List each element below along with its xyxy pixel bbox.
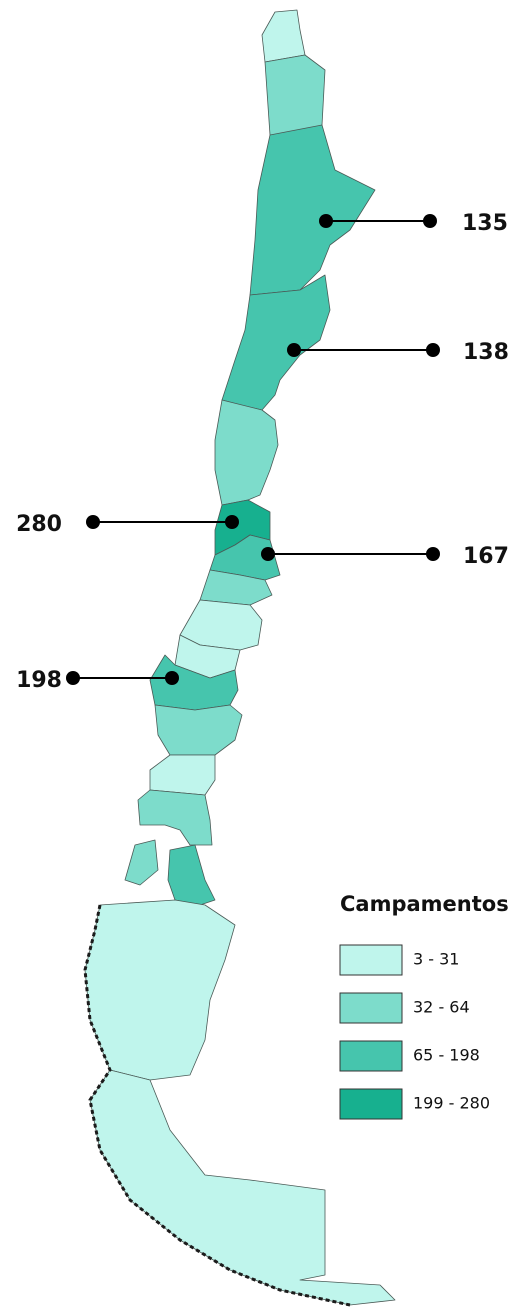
callout-dot (423, 214, 437, 228)
region (124, 839, 159, 886)
region (149, 754, 216, 796)
region (214, 399, 279, 506)
legend-label: 65 - 198 (413, 1046, 480, 1065)
callout-label: 138 (463, 340, 509, 365)
region (249, 124, 376, 296)
callout-dot (287, 343, 301, 357)
callout-label: 167 (463, 544, 509, 569)
region (221, 274, 331, 411)
legend: Campamentos 3 - 31 32 - 64 65 - 198 199 - 2… (339, 892, 509, 1120)
legend-swatch (339, 992, 403, 1024)
callout-dot (225, 515, 239, 529)
legend-swatch (339, 944, 403, 976)
callout-dot (426, 547, 440, 561)
regions (83, 9, 396, 1307)
callout-dot (319, 214, 333, 228)
region (154, 704, 243, 756)
legend-swatch (339, 1088, 403, 1120)
callout-dot (66, 671, 80, 685)
callout-label: 198 (16, 668, 62, 693)
callout-dot (426, 343, 440, 357)
legend-label: 32 - 64 (413, 998, 470, 1017)
callout-dot (261, 547, 275, 561)
callouts: 135 138 280 167 198 (16, 211, 509, 693)
region (167, 844, 216, 906)
legend-title: Campamentos (340, 892, 509, 916)
legend-swatch (339, 1040, 403, 1072)
fjord-coast (83, 904, 351, 1307)
region (149, 654, 239, 711)
region (84, 899, 236, 1081)
region (89, 1069, 396, 1306)
region (137, 789, 213, 846)
legend-label: 3 - 31 (413, 950, 459, 969)
callout-label: 280 (16, 512, 62, 537)
callout-dot (165, 671, 179, 685)
region (261, 9, 306, 63)
callout-label: 135 (462, 211, 508, 236)
legend-label: 199 - 280 (413, 1094, 490, 1113)
callout-dot (86, 515, 100, 529)
